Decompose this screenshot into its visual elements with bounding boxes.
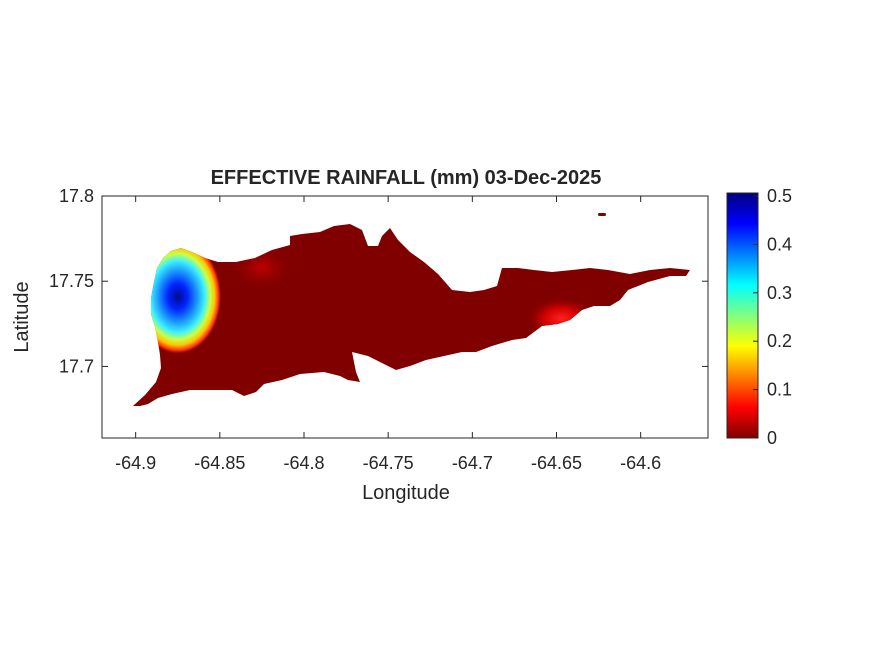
- x-tick-label: -64.85: [194, 453, 245, 473]
- y-tick-label: 17.75: [49, 271, 94, 291]
- x-tick-label: -64.6: [620, 453, 661, 473]
- colorbar-tick-label: 0.4: [767, 234, 792, 254]
- colorbar-tick-label: 0.1: [767, 380, 792, 400]
- colorbar: 0.5 0.4 0.3 0.2 0.1 0: [726, 186, 792, 448]
- y-axis-ticks: 17.8 17.75 17.7: [49, 186, 708, 376]
- x-tick-label: -64.65: [531, 453, 582, 473]
- y-tick-label: 17.8: [59, 186, 94, 206]
- map-title: EFFECTIVE RAINFALL (mm) 03-Dec-2025: [211, 167, 602, 189]
- colorbar-tick-label: 0: [767, 428, 777, 448]
- axes-box: [101, 195, 709, 439]
- x-axis-label: Longitude: [362, 482, 450, 504]
- island-layer: [133, 213, 690, 406]
- colorbar-gradient: [726, 192, 759, 439]
- colorbar-tick-label: 0.3: [767, 283, 792, 303]
- colorbar-tick-label: 0.2: [767, 331, 792, 351]
- colorbar-tick-label: 0.5: [767, 186, 792, 206]
- x-tick-label: -64.8: [283, 453, 324, 473]
- map-axes: -64.9 -64.85 -64.8 -64.75 -64.7 -64.65 -64.6 1…: [11, 186, 709, 504]
- rainfall-peak-east: [525, 296, 598, 341]
- colorbar-ticks: 0.5 0.4 0.3 0.2 0.1 0: [753, 186, 792, 448]
- y-axis-label: Latitude: [11, 281, 33, 352]
- x-axis-ticks: -64.9 -64.85 -64.8 -64.75 -64.7 -64.65 -64.6: [115, 196, 661, 473]
- x-tick-label: -64.7: [452, 453, 493, 473]
- small-islet: [598, 213, 606, 216]
- x-tick-label: -64.75: [363, 453, 414, 473]
- y-tick-label: 17.7: [59, 356, 94, 376]
- x-tick-label: -64.9: [115, 453, 156, 473]
- rainfall-peak-north: [227, 243, 296, 292]
- rainfall-peak-west: [133, 238, 222, 355]
